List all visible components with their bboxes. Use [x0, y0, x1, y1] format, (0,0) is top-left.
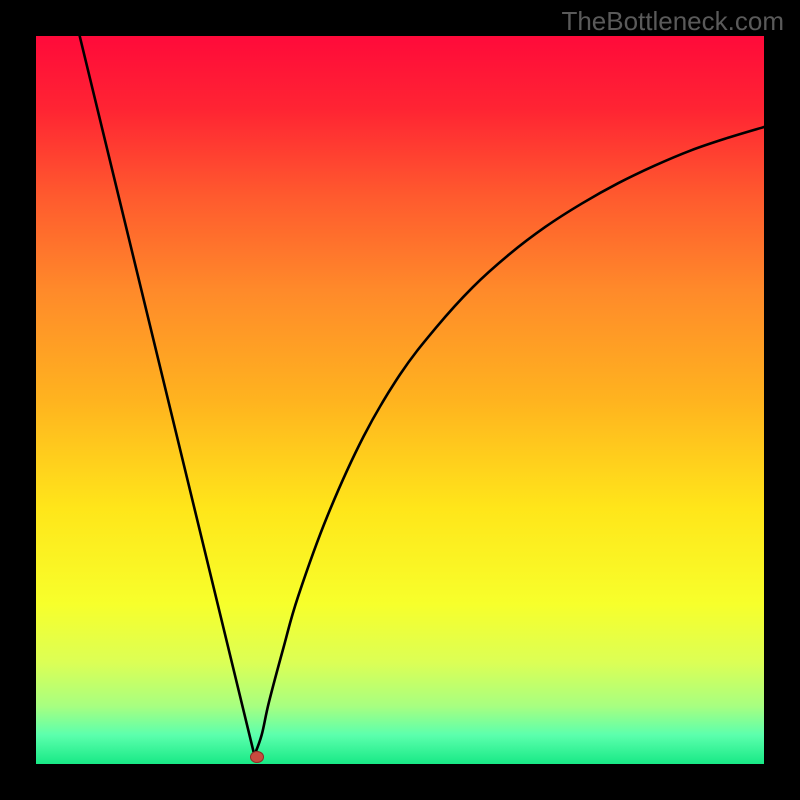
chart-frame	[0, 0, 800, 800]
curve-left-branch	[80, 36, 255, 755]
curve-right-branch	[254, 127, 764, 755]
optimum-marker-dot	[250, 751, 264, 763]
bottleneck-curve	[36, 36, 764, 764]
plot-area	[36, 36, 764, 764]
watermark-text: TheBottleneck.com	[561, 6, 784, 37]
